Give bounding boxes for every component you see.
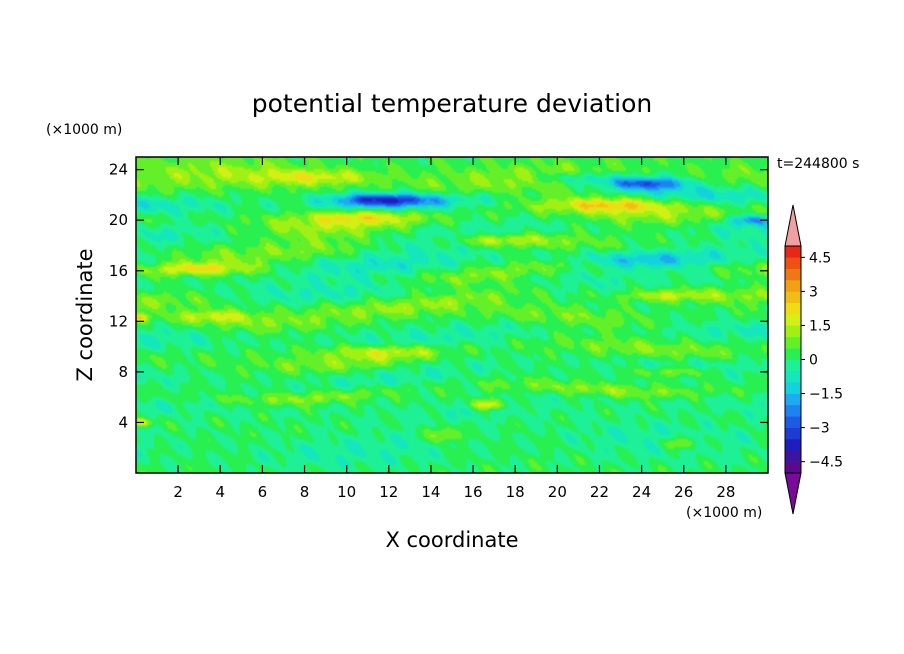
colorbar-tick-label: −3 [809,421,830,437]
colorbar-swatch [785,314,801,326]
x-tick-label: 2 [173,483,183,501]
x-tick-label: 26 [674,483,693,501]
y-tick-label: 4 [118,413,128,431]
y-tick-label: 8 [118,363,128,381]
x-tick-label: 10 [337,483,356,501]
colorbar-tick-label: −1.5 [809,387,843,403]
colorbar-swatch [785,450,801,462]
time-label: t=244800 s [777,156,859,172]
colorbar-swatch [785,257,801,269]
colorbar-swatch [785,325,801,338]
colorbar-tick-label: 3 [809,284,818,300]
x-tick-label: 20 [548,483,567,501]
chart-title: potential temperature deviation [252,89,652,118]
colorbar-swatch [785,370,801,383]
y-axis-ticks: 4 8 12 16 20 24 [109,161,768,431]
colorbar-swatch [785,302,801,315]
y-tick-label: 16 [109,262,128,280]
colorbar-tick-label: 4.5 [809,250,831,266]
y-tick-label: 12 [109,312,128,330]
y-tick-label: 20 [109,211,128,229]
colorbar-swatch [785,416,801,428]
x-tick-label: 22 [590,483,609,501]
colorbar-swatch [785,427,801,440]
colorbar-tick-label: −4.5 [809,455,843,471]
x-tick-label: 24 [632,483,651,501]
colorbar-under-triangle [784,472,802,515]
colorbar-over-triangle [784,204,802,247]
x-tick-label: 14 [421,483,440,501]
colorbar-swatch [785,359,801,372]
colorbar-swatch [785,404,801,417]
x-tick-label: 16 [464,483,483,501]
colorbar-swatch [785,268,801,281]
colorbar-swatch [785,280,801,292]
x-axis-label: X coordinate [385,528,518,552]
colorbar-tick-label: 1.5 [809,318,831,334]
x-tick-label: 12 [379,483,398,501]
colorbar-swatch [785,461,801,474]
colorbar-swatch [785,382,801,394]
x-tick-label: 28 [716,483,735,501]
colorbar-swatch [785,348,801,360]
colorbar-swatch [785,336,801,349]
heatmap-field [136,157,768,473]
x-tick-label: 4 [215,483,225,501]
y-axis-label: Z coordinate [73,248,97,381]
x-tick-label: 8 [300,483,310,501]
x-axis-ticks: 2 4 6 8 10 12 14 16 18 20 22 24 26 28 [173,157,735,501]
y-unit-label: (×1000 m) [46,122,122,138]
colorbar: 4.5 3 1.5 0 −1.5 −3 −4.5 [784,204,843,515]
x-tick-label: 18 [506,483,525,501]
colorbar-swatch [785,438,801,451]
plot-frame [135,156,769,474]
colorbar-swatch [785,246,801,258]
colorbar-swatch [785,291,801,304]
colorbar-swatch [785,393,801,406]
x-tick-label: 6 [258,483,268,501]
x-unit-label: (×1000 m) [686,505,762,521]
colorbar-tick-label: 0 [809,353,818,369]
y-tick-label: 24 [109,161,128,179]
